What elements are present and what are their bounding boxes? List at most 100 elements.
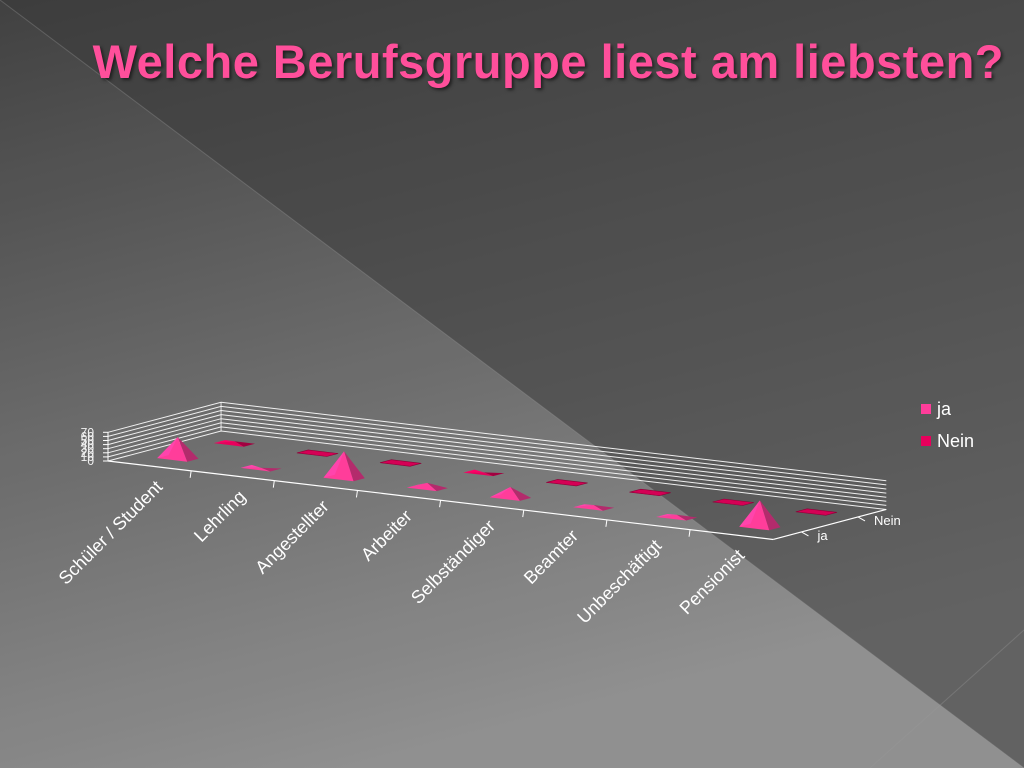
pyramid-base [379,459,422,467]
depth-axis-label: Nein [874,513,901,528]
pyramid-right-face [676,514,698,521]
pyramid-ja-6 [656,514,698,521]
pyramid-right-face [510,487,532,501]
depth-axis-line [773,508,887,541]
category-label: Unbeschäftigt [573,535,665,627]
pyramid-left-face [656,514,677,517]
y-tick-label: 70 [81,425,95,439]
pyramid-ja-7 [739,500,781,531]
x-tick-mark [189,470,192,478]
x-tick-mark [522,509,525,518]
legend-swatch [921,436,931,446]
pyramid-front-face [406,482,437,492]
pyramid-base [629,488,671,497]
category-label: Schüler / Student [55,477,167,589]
x-tick-mark [355,490,358,498]
pyramid-Nein-0 [213,440,255,447]
category-label: Beamter [520,526,582,588]
y-tick-label: 40 [81,438,95,452]
pyramid-base-edge [546,482,577,486]
pyramid-front-face [489,487,520,501]
pyramid-base [546,479,588,487]
pyramid-left-face [463,469,484,473]
y-tick-label: 50 [81,434,95,448]
pyramids [157,437,838,531]
pyramid-right-face [344,451,365,482]
x-tick-mark [605,519,608,527]
x-tick-mark [272,480,275,488]
pyramid-base [712,498,754,506]
category-label: Arbeiter [357,506,416,565]
pyramid-base [296,449,339,457]
pyramid-right-face [593,505,615,511]
pyramid-ja-3 [406,482,448,492]
legend-label: ja [936,399,952,419]
pyramid-left-face [323,451,345,478]
category-label: Angestellter [251,496,332,577]
gridline [107,418,887,498]
gridlines [107,401,887,510]
pyramid-right-face [234,441,255,447]
category-label: Selbständiger [407,516,499,608]
gridline [107,414,887,494]
pyramid-base-edge [795,511,826,516]
pyramid-left-face [157,437,178,459]
pyramid-left-face [739,500,760,527]
depth-axis-label: ja [817,528,829,543]
pyramid-Nein-3 [463,469,505,477]
x-tick-mark [439,500,442,508]
category-labels: Schüler / Student Lehrling Angestellter Arb… [55,477,749,628]
pyramid-left-face [213,440,235,444]
depth-tick-mark [857,516,866,522]
gridline [107,409,887,490]
pyramid-right-face [427,482,448,492]
y-tick-label: 60 [81,429,95,443]
pyramid-ja-0 [157,437,199,462]
pyramid-front-face [463,472,494,477]
y-tick-label: 30 [81,442,95,456]
pyramid-base-edge [712,501,743,506]
pyramid-left-face [240,464,261,468]
legend: ja Nein [921,399,974,451]
pyramid-Nein-4 [546,479,588,487]
category-label: Lehrling [190,486,249,545]
gridline [107,430,887,510]
pyramid-base-edge [296,452,327,457]
legend-swatch [921,404,931,414]
pyramid-base-edge [629,491,660,496]
pyramid-front-face [656,514,687,521]
pyramid-base-edge [380,462,410,467]
pyramid-right-face [177,437,199,462]
pyramid-base [795,508,838,516]
pyramid-left-face [489,487,511,498]
pyramid-right-face [759,500,781,531]
pyramid-left-face [573,504,594,508]
slide-title: Welche Berufsgruppe liest am liebsten? [92,35,1004,88]
pyramid-front-face [213,441,244,447]
pyramid-Nein-2 [379,459,422,467]
y-tick-label: 20 [81,446,95,460]
pyramid-Nein-6 [712,498,754,506]
pyramid-Nein-5 [629,488,671,497]
pyramid-ja-4 [489,487,532,501]
y-tick-label: 0 [87,454,94,468]
x-tick-mark [688,529,691,537]
pyramid-ja-5 [573,504,615,511]
depth-tick-mark [801,531,809,537]
pyramid-left-face [406,482,428,488]
pyramid-right-face [483,472,505,477]
pyramid-right-face [261,467,282,472]
pyramid-ja-1 [240,464,282,472]
pyramid-Nein-1 [296,449,339,457]
pyramid-Nein-7 [795,508,838,516]
category-label: Pensionist [676,545,749,618]
legend-label: Nein [937,431,974,451]
pyramid-front-face [240,467,271,472]
pyramid-front-face [573,505,603,511]
y-tick-label: 10 [81,450,95,464]
pyramid-ja-2 [323,451,365,482]
